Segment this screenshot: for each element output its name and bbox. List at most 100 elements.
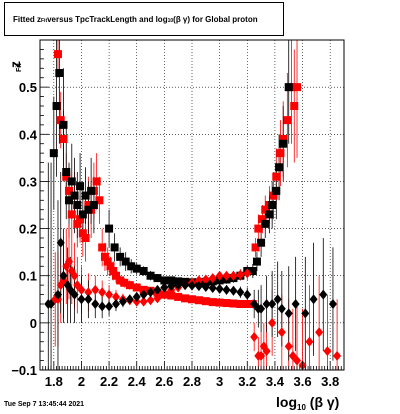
data-point-square [120,278,129,287]
data-point-square [98,243,107,252]
data-point-square [87,186,96,195]
data-point-square [49,149,58,158]
data-point-square [53,50,62,59]
data-point-diamond [301,308,310,319]
data-point-diamond [53,289,62,300]
data-point-diamond [309,294,318,305]
data-point-square [92,177,101,186]
data-point-diamond [229,270,238,281]
data-point-diamond [222,284,231,295]
data-point-square [95,196,104,205]
data-point-diamond [333,350,342,361]
data-point-square [252,257,261,266]
data-point-square [265,210,274,219]
data-point-square [290,102,299,110]
y-tick-label: 0.5 [19,80,37,95]
data-point-diamond [118,296,127,307]
data-point-square [67,210,76,219]
data-point-square [109,267,118,275]
title-prefix-sub: Fit [41,18,48,24]
data-point-diamond [77,284,86,295]
data-point-diamond [56,237,65,248]
x-tick-label: 3.6 [294,374,312,389]
data-point-square [153,274,162,283]
x-tick-label: 2.2 [100,374,118,389]
data-point-diamond [160,289,169,300]
data-point-square [279,139,288,148]
data-point-square [132,283,141,292]
data-point-diamond [262,346,271,357]
data-point-square [229,299,238,308]
chart-title: Fitted z Fit versus TpcTrackLength and lo… [4,2,284,36]
data-point-diamond [125,294,134,305]
x-tick-label: 3.4 [266,374,285,389]
x-axis-label-main: log [276,394,297,410]
y-tick-label: 0.3 [19,174,37,189]
axis-ticks [39,39,345,371]
data-point-diamond [277,327,286,338]
data-point-diamond [132,291,141,302]
data-point-square [268,201,277,209]
data-point-square [208,298,217,307]
data-point-diamond [236,287,245,298]
data-point-square [65,186,74,195]
data-point-diamond [257,303,266,314]
data-point-square [279,135,288,143]
data-point-diamond [65,256,74,267]
x-tick-label: 3.8 [321,374,339,389]
data-point-square [81,191,90,200]
data-point-diamond [70,289,79,300]
data-point-square [125,281,134,290]
data-point-diamond [98,287,107,298]
data-point-square [62,168,71,176]
data-point-diamond [305,336,314,347]
data-point-diamond [174,280,183,291]
data-point-square [261,205,270,214]
data-point-square [272,186,281,195]
data-point-diamond [167,281,176,292]
y-axis-label-sub: Fit [16,63,23,72]
data-point-diamond [98,301,107,312]
data-point-diamond [146,287,155,298]
data-point-square [105,224,114,233]
data-point-square [272,172,281,181]
data-point-square [73,219,82,228]
data-point-square [284,83,293,92]
data-point-square [275,163,284,172]
y-tick-label: 0.2 [19,222,37,237]
data-point-diamond [243,268,252,279]
y-axis-label: z Fit [4,40,26,90]
x-tick-label: 1.8 [45,374,63,389]
axis-tick-labels: 1.8 2 2.2 2.4 2.6 2.8 3 3.2 3.4 3.6 3.8 −0.1 0 0.1 0.2… [11,80,339,389]
data-point-diamond [323,346,332,357]
data-point-square [67,177,76,186]
data-point-square [188,295,196,304]
y-tick-label: −0.1 [11,363,37,378]
data-point-square [174,292,183,301]
data-point-square [65,196,74,205]
data-point-square [110,243,119,252]
x-axis-label: log10 (β γ) [276,394,340,412]
data-point-diamond [70,270,79,281]
x-tick-label: 2.8 [183,374,201,389]
x-axis-label-tail: (β γ) [305,394,340,410]
data-point-diamond [273,294,282,305]
data-point-square [243,300,252,308]
y-tick-label: 0 [30,316,37,331]
data-point-square [76,215,85,224]
data-point-diamond [105,289,114,300]
x-tick-label: 2.6 [155,374,173,389]
data-point-square [167,291,176,300]
data-point-diamond [277,303,286,314]
data-point-square [215,298,224,307]
data-point-diamond [243,289,252,300]
data-point-diamond [293,355,302,366]
data-point-diamond [84,294,93,305]
data-point-diamond [112,299,120,309]
data-point-diamond [315,327,324,338]
data-point-diamond [268,317,277,328]
data-point-diamond [284,341,293,352]
data-point-diamond [201,282,210,293]
data-point-diamond [201,274,210,285]
x-axis-label-sub: 10 [297,403,306,412]
